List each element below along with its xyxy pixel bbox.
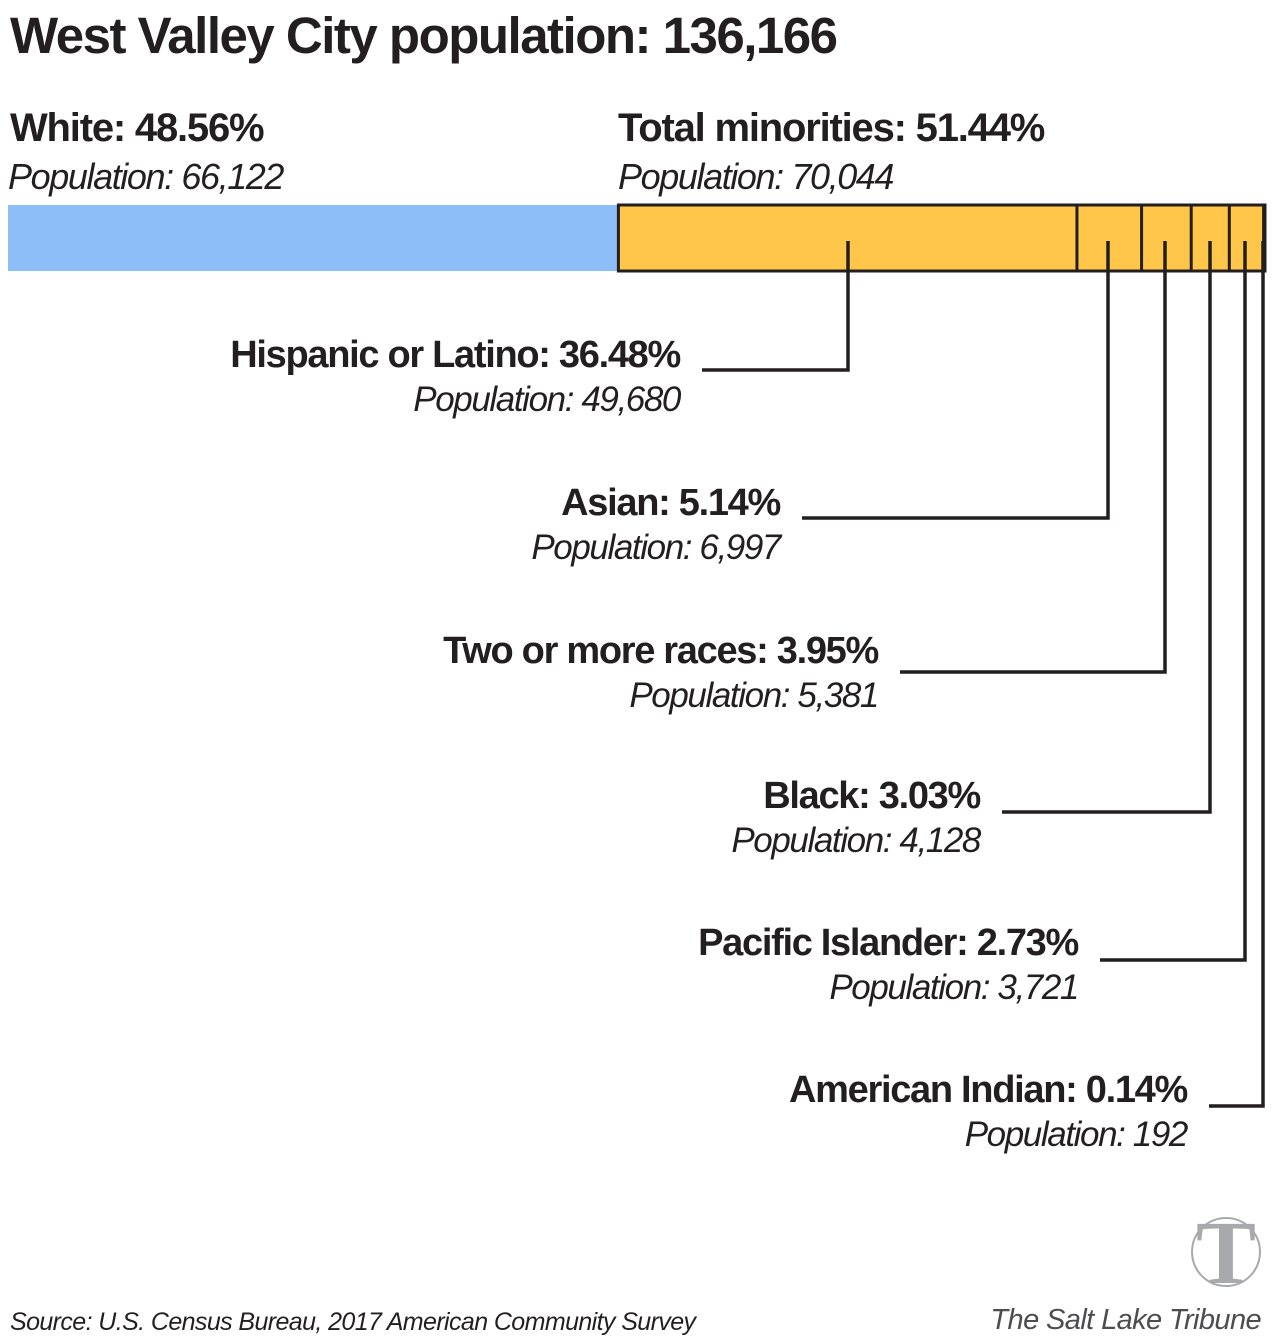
logo-letter: T	[1196, 1204, 1256, 1303]
category-population-two-or-more-races: Population: 5,381	[629, 676, 879, 715]
category-population-asian: Population: 6,997	[531, 528, 781, 567]
minorities-label: Total minorities: 51.44%	[618, 106, 1045, 150]
category-population-american-indian: Population: 192	[964, 1115, 1189, 1154]
category-label-hispanic-or-latino: Hispanic or Latino: 36.48%	[230, 334, 681, 376]
category-population-pacific-islander: Population: 3,721	[829, 968, 1079, 1007]
leader-line-pacific-islander	[1100, 241, 1247, 962]
category-label-two-or-more-races: Two or more races: 3.95%	[443, 630, 879, 672]
leader-line-two-or-more-races	[900, 241, 1167, 674]
leader-line-hispanic-or-latino	[702, 241, 850, 372]
minorities-population: Population: 70,044	[618, 156, 894, 197]
leader-line-black	[1002, 241, 1212, 814]
leader-line-american-indian	[1209, 241, 1265, 1108]
category-label-pacific-islander: Pacific Islander: 2.73%	[698, 922, 1079, 964]
chart-title: West Valley City population: 136,166	[10, 7, 838, 64]
white-population: Population: 66,122	[8, 156, 284, 197]
bar-white	[8, 205, 619, 271]
white-label: White: 48.56%	[10, 106, 265, 150]
leader-line-asian	[802, 241, 1110, 520]
publisher-credit: The Salt Lake Tribune	[990, 1304, 1261, 1336]
category-population-hispanic-or-latino: Population: 49,680	[413, 380, 681, 419]
tribune-t-logo-icon: T	[1191, 1204, 1261, 1303]
category-population-black: Population: 4,128	[731, 821, 981, 860]
category-label-asian: Asian: 5.14%	[561, 482, 781, 524]
category-label-black: Black: 3.03%	[763, 775, 981, 817]
source-note: Source: U.S. Census Bureau, 2017 America…	[10, 1308, 696, 1336]
category-label-american-indian: American Indian: 0.14%	[789, 1069, 1188, 1111]
